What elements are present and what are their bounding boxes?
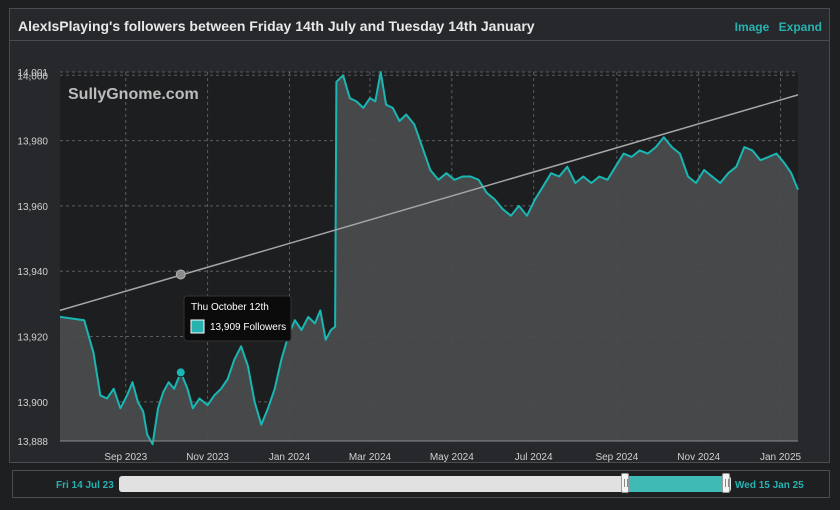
x-tick-label: Mar 2024 [349, 452, 392, 463]
navigator-end-label: Wed 15 Jan 25 [735, 480, 804, 491]
axes: 13,888 13,900 13,920 13,940 13,960 13,980 14,0… [17, 68, 801, 463]
x-tick-label: Nov 2024 [677, 452, 720, 463]
y-tick-label: 13,980 [17, 137, 48, 148]
x-tick-label: May 2024 [430, 452, 474, 463]
y-tick-label: 13,888 [17, 437, 48, 448]
y-tick-label: 13,900 [17, 398, 48, 409]
navigator-selected-range[interactable] [625, 476, 727, 492]
tooltip-box [183, 295, 292, 342]
x-tick-label: Jan 2024 [269, 452, 311, 463]
y-tick-label: 13,920 [17, 333, 48, 344]
x-tick-label: Jan 2025 [760, 452, 802, 463]
navigator-left-handle[interactable] [621, 473, 629, 493]
x-tick-label: Nov 2023 [186, 452, 229, 463]
followers-chart: 13,888 13,900 13,920 13,940 13,960 13,980 14,0… [17, 68, 801, 463]
expand-button[interactable]: Expand [778, 20, 822, 34]
y-tick-label: 13,960 [17, 202, 48, 213]
x-tick-label: Sep 2023 [104, 452, 147, 463]
trend-marker [175, 269, 186, 280]
y-tick-label: 14,001 [17, 68, 48, 79]
followers-area [60, 72, 798, 445]
x-tick-label: Jul 2024 [515, 452, 553, 463]
x-tick-label: Sep 2024 [595, 452, 638, 463]
y-tick-label: 13,940 [17, 267, 48, 278]
chart-title: AlexIsPlaying's followers between Friday… [18, 18, 535, 34]
header-actions: Image Expand [729, 20, 822, 34]
markers [175, 269, 186, 378]
tooltip-swatch [190, 319, 205, 334]
range-navigator: Fri 14 Jul 23 Wed 15 Jan 25 [12, 470, 830, 498]
tooltip-date: Thu October 12th [191, 302, 269, 313]
image-button[interactable]: Image [734, 20, 770, 34]
hover-marker [175, 367, 186, 378]
navigator-start-label: Fri 14 Jul 23 [56, 480, 114, 491]
chart-header: AlexIsPlaying's followers between Friday… [10, 9, 829, 41]
watermark: SullyGnome.com [68, 86, 199, 103]
tooltip-value: 13,909 Followers [210, 322, 286, 333]
y-tick-label: 14,000 [17, 71, 48, 82]
tooltip: Thu October 12th 13,909 Followers [183, 295, 292, 342]
navigator-track[interactable] [119, 473, 731, 493]
navigator-right-handle[interactable] [722, 473, 730, 493]
